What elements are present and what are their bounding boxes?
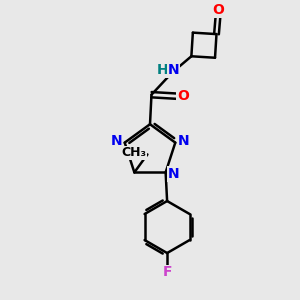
Text: O: O bbox=[212, 3, 224, 17]
Text: CH₃: CH₃ bbox=[122, 146, 147, 160]
Text: O: O bbox=[177, 89, 189, 103]
Text: N: N bbox=[178, 134, 189, 148]
Text: N: N bbox=[111, 134, 122, 148]
Text: H: H bbox=[157, 63, 169, 77]
Text: F: F bbox=[162, 265, 172, 279]
Text: N: N bbox=[168, 63, 179, 77]
Text: N: N bbox=[168, 167, 180, 181]
